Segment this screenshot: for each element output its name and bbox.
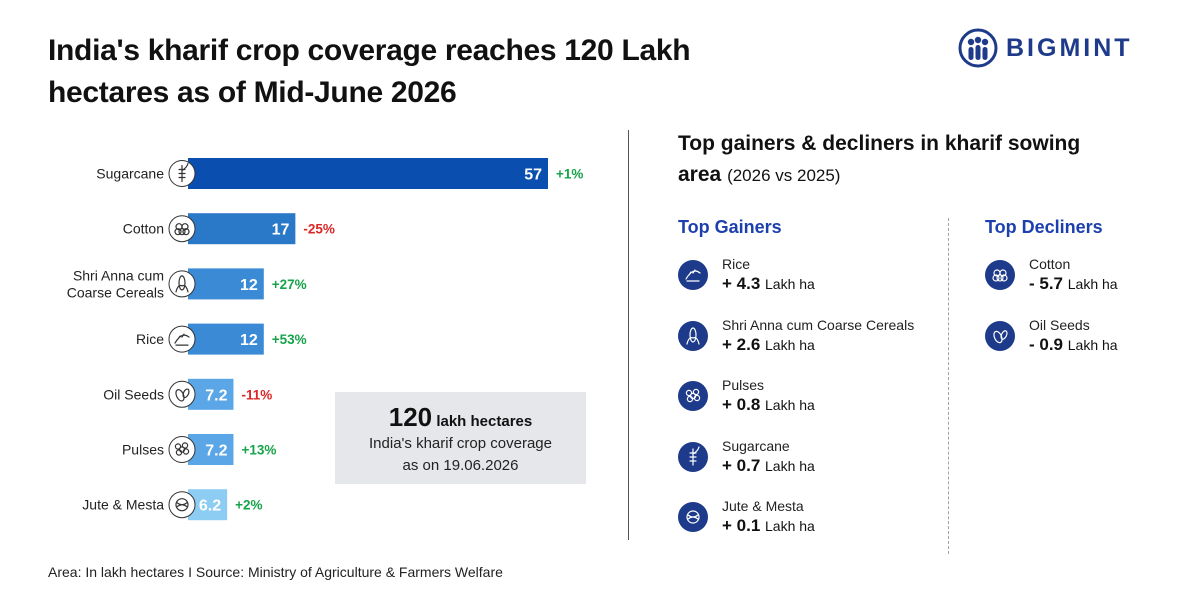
bar [188,378,234,410]
pulses-icon [678,381,708,411]
item-name: Rice [722,256,751,272]
item-unit: Lakh ha [765,457,815,474]
item-value: + 2.6 Lakh ha [722,334,815,354]
list-item: Pulses + 0.8 Lakh ha [678,377,938,438]
item-value: + 0.7 Lakh ha [722,455,815,475]
bar [188,434,234,465]
bar-value-label: 7.2 [205,443,227,460]
bar [188,323,264,355]
oil-seeds-icon [985,320,1015,351]
list-item: Rice + 4.3 Lakh ha [678,256,938,317]
gainers-list: Rice + 4.3 Lakh ha Shri Anna cum Coarse Ce… [678,256,938,559]
list-item: Jute & Mesta + 0.1 Lakh ha [678,498,938,559]
category-label: Rice [136,331,164,347]
category-label: Shri Anna cum Coarse Cereals [67,267,164,300]
list-item: Oil Seeds - 0.9 Lakh ha [985,317,1185,378]
sugarcane-icon [678,441,708,472]
bar-chart: Sugarcane 57 +1% Cotton 17 -25% Shri Anna cum C… [67,158,583,521]
callout-unit: lakh hectares [436,413,533,430]
brand-logo: BIGMINT [958,28,1133,68]
item-value: + 0.1 Lakh ha [722,516,815,535]
sugarcane-icon [168,160,196,187]
item-unit: Lakh ha [765,518,815,534]
item-unit: Lakh ha [765,397,815,413]
item-unit: Lakh ha [1067,336,1118,353]
gainers-heading: Top Gainers [678,217,782,237]
callout-value: 120 [388,402,433,432]
cotton-icon [985,260,1015,290]
item-name: Pulses [722,377,765,393]
category-label: Cotton [123,221,164,237]
corn-icon [168,270,196,298]
category-label: Jute & Mesta [82,497,164,513]
item-value: + 0.8 Lakh ha [722,395,815,414]
right-panel-title: Top gainers & decliners in kharif sowing… [678,128,1098,191]
item-value: - 0.9 Lakh ha [1029,334,1118,354]
item-name: Cotton [1029,256,1071,272]
bar-value-label: 7.2 [205,387,227,404]
item-unit: Lakh ha [1067,276,1118,292]
cotton-icon [168,215,196,243]
item-name: Oil Seeds [1029,316,1090,333]
bar-value-label: 17 [272,222,290,239]
bar [188,268,264,300]
decliners-list: Cotton - 5.7 Lakh ha Oil Seeds - 0.9 Lakh h… [985,256,1185,377]
list-item: Sugarcane + 0.7 Lakh ha [678,438,938,499]
rice-icon [168,325,196,353]
change-label: +1% [556,167,583,182]
corn-icon [678,320,708,351]
right-panel-title-text: Top gainers & decliners in kharif sowing… [678,132,1081,186]
footer-source: Area: In lakh hectares I Source: Ministr… [48,564,503,580]
change-label: +53% [272,332,307,347]
item-value: - 5.7 Lakh ha [1029,274,1118,293]
rice-icon [678,260,708,290]
bar [188,213,296,245]
bar [188,158,548,189]
column-divider [948,218,949,554]
bar-value-label: 6.2 [199,498,221,515]
category-label: Pulses [122,442,164,458]
change-label: +27% [272,277,307,292]
callout-line-1: India's kharif crop coverage [369,435,552,452]
callout-line-2: as on 19.06.2026 [402,457,519,474]
pulses-icon [168,436,196,463]
item-unit: Lakh ha [765,336,815,353]
oil-seeds-icon [168,380,196,408]
change-label: -11% [241,387,272,402]
jute-icon [168,491,196,519]
item-unit: Lakh ha [765,276,815,292]
change-label: +2% [235,498,262,513]
coverage-callout: 120 lakh hectares India's kharif crop co… [335,392,586,484]
list-item: Cotton - 5.7 Lakh ha [985,256,1185,317]
callout-headline: 120 lakh hectares [335,402,586,433]
section-divider [628,130,629,540]
change-label: +13% [241,443,276,458]
bar-value-label: 12 [240,277,258,294]
item-value: + 4.3 Lakh ha [722,274,815,293]
item-name: Shri Anna cum Coarse Cereals [722,316,915,333]
bar-value-label: 57 [524,167,542,184]
item-name: Jute & Mesta [722,498,804,514]
category-label: Sugarcane [96,166,164,182]
bar-value-label: 12 [240,332,258,349]
bigmint-logo-icon [958,28,998,68]
category-label: Oil Seeds [103,386,164,402]
page-title: India's kharif crop coverage reaches 120… [48,34,691,109]
right-panel-subtitle: (2026 vs 2025) [727,166,841,185]
change-label: -25% [303,222,335,237]
jute-icon [678,502,708,532]
logo-text: BIGMINT [1006,33,1133,62]
item-name: Sugarcane [722,437,790,454]
list-item: Shri Anna cum Coarse Cereals + 2.6 Lakh h… [678,317,938,378]
decliners-heading: Top Decliners [985,217,1103,237]
